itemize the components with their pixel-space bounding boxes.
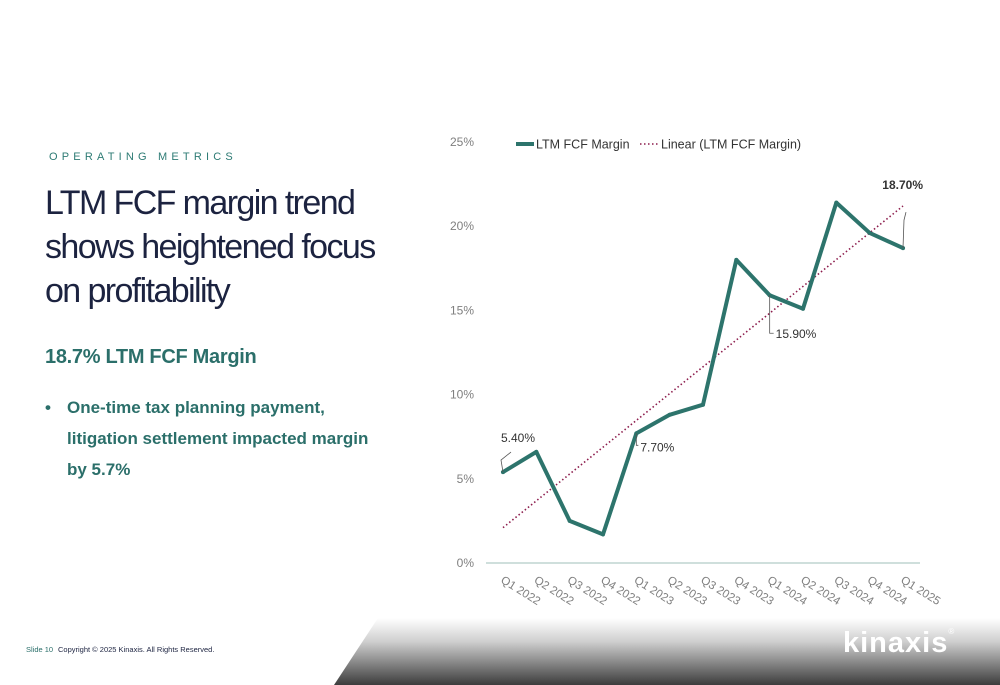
data-point bbox=[534, 449, 539, 454]
copyright-text: Copyright © 2025 Kinaxis. All Rights Res… bbox=[58, 645, 215, 654]
y-tick-label: 5% bbox=[457, 472, 475, 486]
annotation-leader bbox=[902, 211, 907, 249]
section-label: OPERATING METRICS bbox=[49, 151, 237, 163]
data-point bbox=[801, 306, 805, 311]
annotation-leader bbox=[500, 451, 512, 473]
data-point bbox=[834, 200, 839, 205]
annotation-leader bbox=[635, 433, 639, 446]
bullet-item: One-time tax planning payment, litigatio… bbox=[45, 392, 375, 485]
legend-label-trend: Linear (LTM FCF Margin) bbox=[661, 138, 801, 152]
y-tick-label: 10% bbox=[450, 388, 474, 402]
data-point bbox=[567, 518, 572, 523]
data-point bbox=[601, 532, 605, 537]
page-title: LTM FCF margin trend shows heightened fo… bbox=[45, 184, 376, 310]
data-point bbox=[701, 402, 705, 407]
trend-line bbox=[502, 205, 904, 529]
bullet-list: One-time tax planning payment, litigatio… bbox=[45, 392, 375, 485]
y-tick-label: 25% bbox=[450, 135, 474, 149]
data-label: 18.70% bbox=[882, 178, 923, 192]
data-point bbox=[667, 412, 672, 417]
kinaxis-logo: kinaxis® bbox=[843, 627, 956, 659]
data-point bbox=[867, 230, 872, 235]
data-point bbox=[734, 257, 739, 262]
y-tick-label: 20% bbox=[450, 219, 474, 233]
legend-label-series: LTM FCF Margin bbox=[536, 138, 630, 152]
slide-number: Slide 10 bbox=[26, 645, 54, 654]
annotation-leader bbox=[769, 295, 774, 334]
data-label: 7.70% bbox=[640, 440, 674, 454]
metric-highlight: 18.7% LTM FCF Margin bbox=[45, 346, 257, 368]
data-label: 5.40% bbox=[501, 431, 535, 445]
data-label: 15.90% bbox=[776, 327, 817, 341]
y-tick-label: 0% bbox=[457, 556, 475, 570]
y-tick-label: 15% bbox=[450, 303, 474, 317]
